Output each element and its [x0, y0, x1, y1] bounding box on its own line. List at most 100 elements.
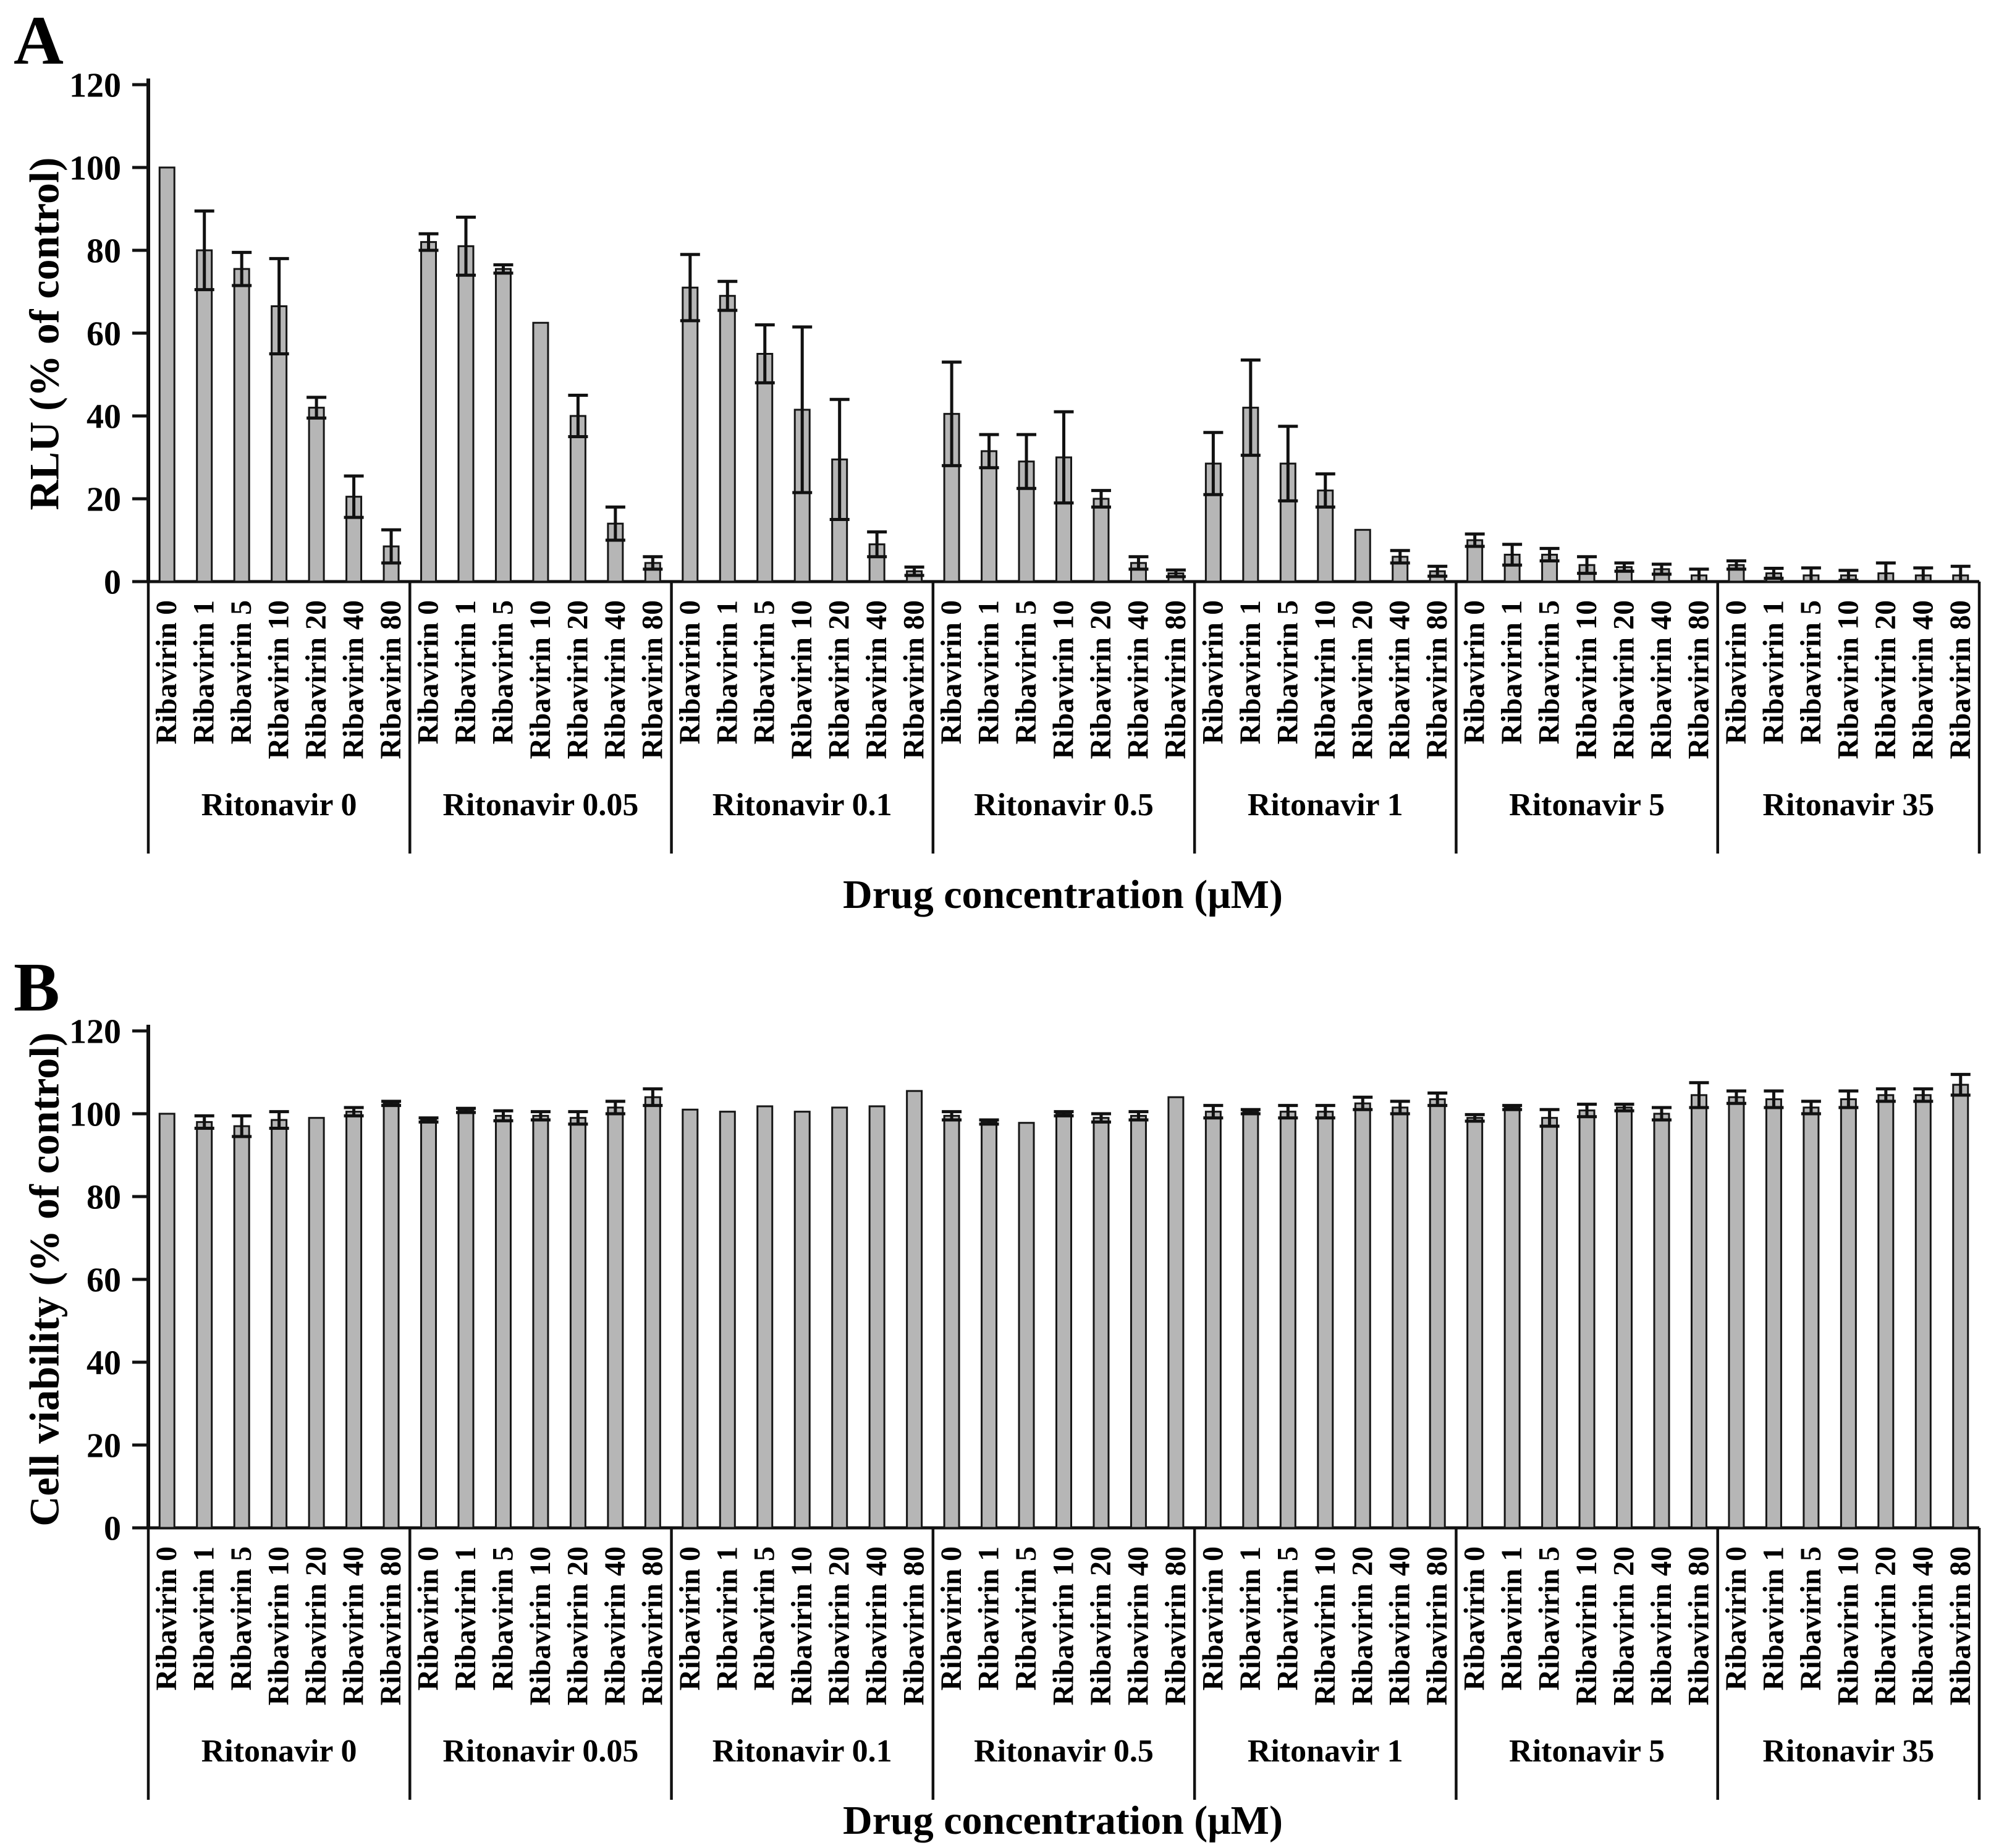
- category-label: Ribavirin 20: [1346, 1546, 1379, 1705]
- group-label: Ritonavir 0.05: [443, 1734, 639, 1769]
- bar: [569, 1117, 586, 1529]
- y-tick-label: 0: [104, 564, 121, 602]
- bar: [420, 241, 438, 583]
- bar: [607, 522, 624, 583]
- y-tick-label: 120: [69, 67, 121, 105]
- category-label: Ribavirin 80: [374, 600, 407, 759]
- bar: [1429, 1098, 1446, 1529]
- category-label: Ribavirin 40: [1384, 600, 1416, 759]
- category-label: Ribavirin 40: [860, 600, 893, 759]
- y-tick-label: 20: [87, 1427, 121, 1465]
- category-label: Ribavirin 80: [1944, 1546, 1977, 1705]
- bar: [1877, 1094, 1895, 1529]
- category-label: Ribavirin 10: [263, 1546, 295, 1705]
- bar: [981, 450, 998, 583]
- category-label: Ribavirin 0: [1196, 1546, 1229, 1690]
- category-label: Ribavirin 10: [1047, 600, 1080, 759]
- category-label: Ribavirin 10: [524, 600, 557, 759]
- category-label: Ribavirin 1: [1757, 1546, 1790, 1690]
- category-label: Ribavirin 0: [412, 1546, 445, 1690]
- category-label: Ribavirin 1: [1757, 600, 1790, 744]
- category-label: Ribavirin 20: [561, 600, 594, 759]
- category-label: Ribavirin 5: [225, 600, 258, 744]
- category-label: Ribavirin 80: [374, 1546, 407, 1705]
- group-label: Ritonavir 35: [1762, 787, 1934, 823]
- category-label: Ribavirin 80: [898, 600, 931, 759]
- category-label: Ribavirin 10: [263, 600, 295, 759]
- group-label: Ritonavir 5: [1509, 787, 1665, 823]
- category-label: Ribavirin 0: [1458, 1546, 1491, 1690]
- y-tick-label: 40: [87, 398, 121, 436]
- category-label: Ribavirin 20: [823, 600, 856, 759]
- group-label: Ritonavir 1: [1248, 1734, 1403, 1769]
- panel-b-x-axis-title: Drug concentration (μM): [843, 1798, 1283, 1843]
- y-tick-label: 60: [87, 1261, 121, 1300]
- category-label: Ribavirin 40: [1645, 1546, 1678, 1705]
- y-tick-label: 40: [87, 1344, 121, 1383]
- category-label: Ribavirin 0: [935, 600, 968, 744]
- bar: [756, 1105, 774, 1529]
- category-label: Ribavirin 1: [1234, 1546, 1267, 1690]
- y-tick-label: 20: [87, 481, 121, 519]
- category-label: Ribavirin 1: [1495, 1546, 1528, 1690]
- group-label: Ritonavir 0.5: [974, 1734, 1154, 1769]
- category-label: Ribavirin 10: [524, 1546, 557, 1705]
- bar: [1354, 528, 1371, 583]
- bar: [644, 1096, 661, 1529]
- category-label: Ribavirin 5: [1794, 600, 1827, 744]
- bar: [494, 1114, 512, 1529]
- y-tick-label: 100: [69, 150, 121, 188]
- category-label: Ribavirin 20: [823, 1546, 856, 1705]
- bar: [1728, 1096, 1745, 1529]
- bar: [1578, 1109, 1596, 1529]
- bar: [158, 1113, 175, 1529]
- category-label: Ribavirin 80: [1944, 600, 1977, 759]
- bar: [756, 353, 774, 583]
- group-label: Ritonavir 0.1: [712, 1734, 892, 1769]
- bar: [1093, 1117, 1110, 1529]
- category-label: Ribavirin 1: [188, 600, 221, 744]
- category-label: Ribavirin 40: [1122, 1546, 1154, 1705]
- category-label: Ribavirin 10: [1570, 1546, 1603, 1705]
- category-label: Ribavirin 0: [674, 1546, 706, 1690]
- group-label: Ritonavir 0.05: [443, 787, 639, 823]
- category-label: Ribavirin 5: [1794, 1546, 1827, 1690]
- bar: [1840, 1098, 1857, 1529]
- category-label: Ribavirin 40: [1384, 1546, 1416, 1705]
- category-label: Ribavirin 10: [1832, 600, 1864, 759]
- category-label: Ribavirin 40: [599, 1546, 632, 1705]
- bar: [1503, 1106, 1521, 1529]
- bar: [1204, 1111, 1222, 1529]
- category-label: Ribavirin 20: [1084, 1546, 1117, 1705]
- bar: [1653, 1113, 1670, 1529]
- category-label: Ribavirin 10: [1570, 600, 1603, 759]
- bar: [1167, 1096, 1185, 1529]
- category-label: Ribavirin 40: [337, 1546, 370, 1705]
- bar: [1018, 1122, 1035, 1529]
- panel-a-y-axis-title: RLU (% of control): [20, 157, 68, 511]
- category-label: Ribavirin 80: [636, 600, 669, 759]
- y-tick-label: 80: [87, 1179, 121, 1217]
- category-label: Ribavirin 10: [1309, 600, 1342, 759]
- category-label: Ribavirin 10: [1832, 1546, 1864, 1705]
- bar: [233, 1125, 250, 1529]
- category-label: Ribavirin 20: [1084, 600, 1117, 759]
- category-label: Ribavirin 40: [337, 600, 370, 759]
- bar: [1914, 1094, 1932, 1529]
- bar: [1392, 1106, 1409, 1529]
- bar: [233, 268, 250, 583]
- category-label: Ribavirin 5: [486, 1546, 519, 1690]
- bar: [607, 1106, 624, 1529]
- bar: [1466, 1117, 1484, 1529]
- category-label: Ribavirin 1: [1234, 600, 1267, 744]
- category-label: Ribavirin 0: [935, 1546, 968, 1690]
- bar: [457, 1109, 475, 1529]
- bar: [1242, 1111, 1259, 1529]
- category-label: Ribavirin 1: [711, 600, 743, 744]
- category-label: Ribavirin 20: [1608, 1546, 1641, 1705]
- category-label: Ribavirin 1: [449, 1546, 482, 1690]
- bar: [271, 1119, 288, 1529]
- category-label: Ribavirin 5: [1271, 1546, 1304, 1690]
- bar: [532, 1114, 549, 1529]
